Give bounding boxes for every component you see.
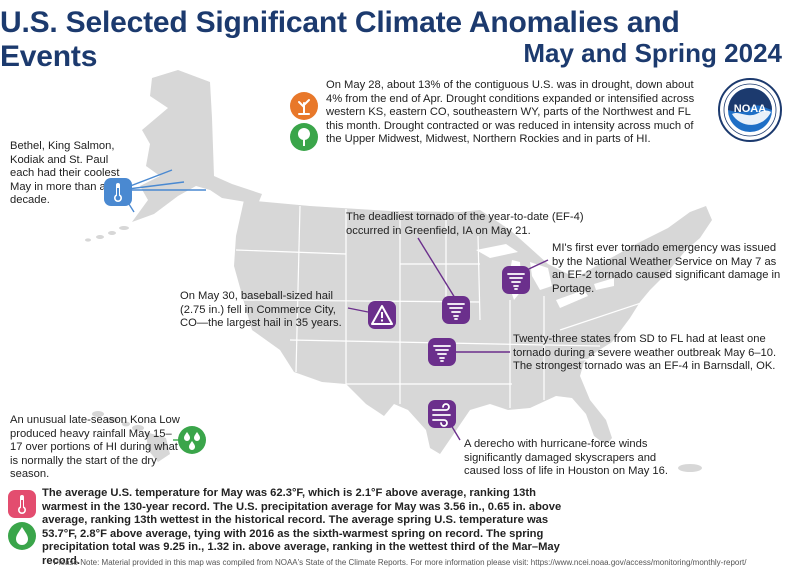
noaa-logo: NOAA bbox=[718, 78, 782, 142]
hail-warning-icon bbox=[368, 301, 396, 329]
kona-text: An unusual late-season Kona Low produced… bbox=[10, 414, 180, 481]
hail-text: On May 30, baseball-sized hail (2.75 in.… bbox=[180, 290, 342, 330]
contiguous-us-shape bbox=[234, 200, 712, 454]
wind-icon bbox=[428, 400, 456, 428]
page-title: U.S. Selected Significant Climate Anomal… bbox=[0, 6, 680, 73]
thermometer-icon bbox=[8, 490, 36, 518]
hawaii-islands bbox=[92, 411, 170, 462]
greenfield-text: The deadliest tornado of the year-to-dat… bbox=[346, 211, 584, 237]
hail-leader bbox=[347, 307, 369, 313]
drought-text: On May 28, about 13% of the contiguous U… bbox=[326, 79, 695, 146]
outbreak-text: Twenty-three states from SD to FL had at… bbox=[513, 333, 777, 373]
michigan-text: MI's first ever tornado emergency was is… bbox=[552, 242, 781, 295]
noaa-logo-label: NOAA bbox=[733, 103, 767, 115]
drought-tree-icon bbox=[290, 92, 318, 120]
greenfield-leader bbox=[417, 237, 456, 299]
raindrop-icon bbox=[8, 522, 36, 550]
summary-text: The average U.S. temperature for May was… bbox=[42, 487, 562, 567]
footnote: Please Note: Material provided in this m… bbox=[53, 558, 747, 567]
alaska-text: Bethel, King Salmon, Kodiak and St. Paul… bbox=[10, 140, 120, 207]
tornado-icon bbox=[428, 338, 456, 366]
green-tree-icon bbox=[290, 123, 318, 151]
alaska-shape bbox=[132, 70, 262, 222]
tornado-icon bbox=[442, 296, 470, 324]
tornado-icon bbox=[502, 266, 530, 294]
rain-drops-icon bbox=[178, 426, 206, 454]
page-subtitle: May and Spring 2024 bbox=[523, 38, 782, 68]
thermometer-cool-icon bbox=[104, 178, 132, 206]
aleutian-islands bbox=[85, 226, 129, 242]
derecho-text: A derecho with hurricane-force winds sig… bbox=[464, 438, 668, 478]
puerto-rico bbox=[678, 464, 702, 472]
